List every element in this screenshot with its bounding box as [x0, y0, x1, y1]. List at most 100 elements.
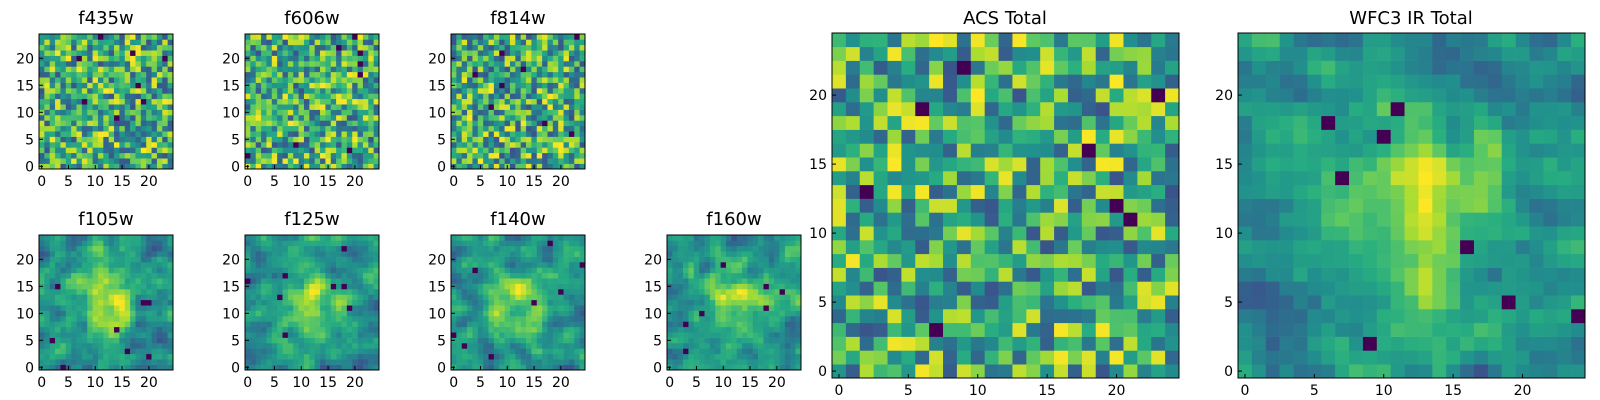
heatmap-cell — [677, 299, 684, 306]
heatmap-cell — [456, 88, 463, 94]
heatmap-cell — [795, 343, 802, 349]
heatmap-cell — [320, 88, 326, 94]
heatmap-cell — [167, 235, 174, 241]
heatmap-cell — [309, 39, 315, 46]
heatmap-cell — [683, 294, 689, 301]
heatmap-cell — [709, 278, 716, 284]
heatmap-cell — [49, 93, 56, 100]
heatmap-cell — [298, 34, 305, 40]
heatmap-cell — [574, 359, 580, 365]
heatmap-cell — [568, 147, 575, 154]
heatmap-cell — [472, 77, 479, 83]
heatmap-cell — [49, 66, 56, 73]
heatmap-cell — [768, 337, 775, 344]
heatmap-cell — [314, 262, 321, 268]
heatmap-cell — [81, 245, 88, 252]
heatmap-cell — [146, 321, 152, 328]
heatmap-cell — [49, 82, 56, 89]
heatmap-cell — [87, 147, 93, 154]
heatmap-cell — [758, 332, 764, 338]
heatmap-cell — [1081, 171, 1097, 186]
heatmap-cell — [768, 289, 775, 295]
heatmap-cell — [60, 235, 67, 241]
heatmap-cell — [314, 39, 321, 46]
heatmap-cell — [108, 142, 115, 148]
heatmap-cell — [44, 34, 51, 40]
heatmap-cell — [515, 310, 521, 317]
heatmap-cell — [341, 332, 348, 338]
heatmap-cell — [715, 364, 721, 371]
heatmap-cell — [250, 50, 257, 56]
heatmap-cell — [314, 348, 321, 355]
heatmap-cell — [277, 283, 283, 290]
heatmap-cell — [1081, 253, 1097, 268]
heatmap-cell — [456, 44, 463, 51]
heatmap-cell — [1109, 171, 1124, 186]
heatmap-cell — [542, 77, 548, 83]
heatmap-cell — [341, 55, 348, 62]
heatmap-cell — [579, 283, 586, 290]
heatmap-cell — [298, 44, 305, 51]
heatmap-cell — [542, 109, 548, 116]
heatmap-cell — [39, 71, 45, 78]
heatmap-cell — [483, 343, 489, 349]
heatmap-cell — [320, 120, 326, 127]
heatmap-cell — [499, 348, 505, 355]
heatmap-cell — [736, 272, 743, 279]
heatmap-cell — [563, 61, 570, 67]
heatmap-cell — [266, 66, 273, 73]
heatmap-cell — [873, 253, 888, 268]
heatmap-cell — [725, 251, 732, 257]
heatmap-cell — [970, 267, 985, 282]
heatmap-cell — [146, 283, 152, 290]
heatmap-cell — [325, 326, 332, 333]
heatmap-cell — [336, 310, 342, 317]
heatmap-cell — [44, 305, 51, 311]
heatmap-cell — [261, 305, 267, 311]
heatmap-cell — [720, 278, 727, 284]
heatmap-cell — [298, 262, 305, 268]
heatmap-cell — [915, 171, 930, 186]
heatmap-cell — [271, 152, 278, 159]
heatmap-cell — [477, 93, 484, 100]
heatmap-cell — [984, 322, 999, 337]
heatmap-cell — [943, 295, 958, 310]
heatmap-cell — [901, 184, 916, 199]
heatmap-cell — [451, 88, 457, 94]
heatmap-cell — [488, 256, 495, 263]
heatmap-cell — [261, 147, 267, 154]
heatmap-cell — [504, 120, 511, 127]
heatmap-cell — [568, 136, 575, 143]
heatmap-cell — [162, 353, 168, 360]
heatmap-cell — [688, 283, 695, 290]
heatmap-cell — [526, 251, 532, 257]
heatmap-cell — [451, 115, 457, 121]
heatmap-cell — [509, 294, 516, 301]
heatmap-cell — [255, 61, 262, 67]
heatmap-cell — [245, 272, 251, 279]
heatmap-cell — [456, 240, 463, 247]
heatmap-cell — [346, 77, 353, 83]
heatmap-cell — [563, 364, 570, 371]
heatmap-cell — [467, 262, 473, 268]
heatmap-cell — [520, 343, 527, 349]
heatmap-cell — [579, 353, 586, 360]
heatmap-cell — [373, 158, 380, 164]
heatmap-cell — [261, 88, 267, 94]
heatmap-cell — [558, 131, 564, 137]
heatmap-cell — [790, 299, 796, 306]
heatmap-cell — [579, 44, 586, 51]
heatmap-cell — [130, 158, 136, 164]
heatmap-cell — [309, 71, 315, 78]
heatmap-cell — [542, 272, 548, 279]
heatmap-cell — [547, 158, 554, 164]
heatmap-cell — [574, 120, 580, 127]
heatmap-cell — [124, 136, 131, 143]
heatmap-cell — [156, 152, 163, 159]
heatmap-cell — [65, 93, 72, 100]
heatmap-cell — [266, 147, 273, 154]
heatmap-cell — [547, 235, 554, 241]
heatmap-cell — [44, 152, 51, 159]
heatmap-cell — [341, 310, 348, 317]
heatmap-cell — [1137, 309, 1152, 324]
